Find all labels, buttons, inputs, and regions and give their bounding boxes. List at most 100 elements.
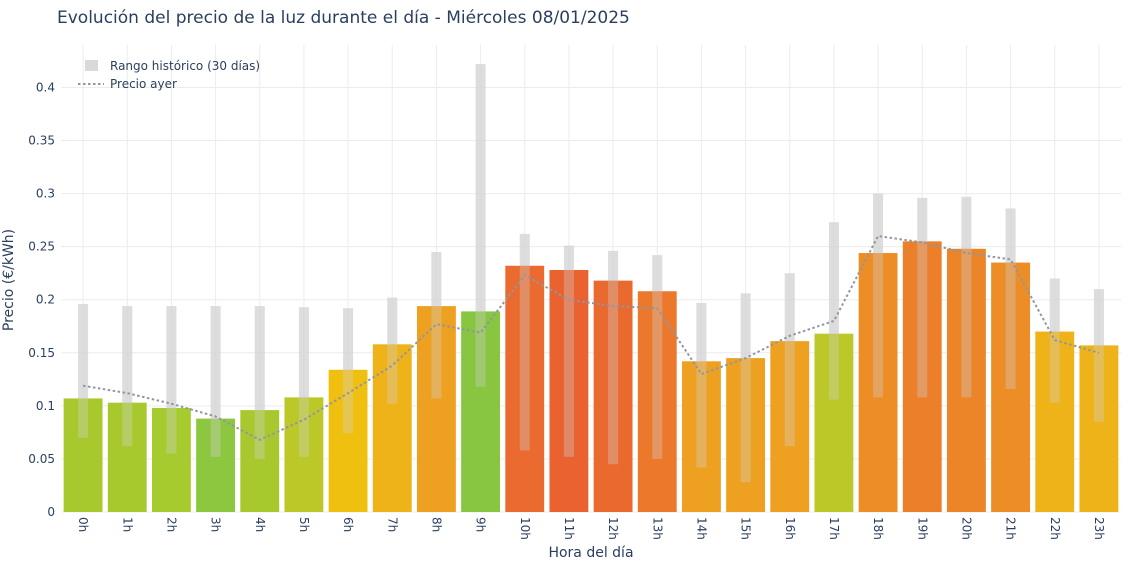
- price-bar: [505, 265, 545, 512]
- range-bar: [254, 306, 265, 459]
- y-axis-label: Precio (€/kWh): [1, 229, 17, 331]
- price-bar: [681, 361, 721, 512]
- range-bar-overlay: [210, 306, 221, 457]
- x-tick-label: 10h: [518, 517, 532, 540]
- range-bar-overlay: [254, 306, 265, 459]
- price-bar: [461, 311, 501, 512]
- range-bar: [475, 64, 486, 387]
- x-tick-label: 20h: [959, 517, 973, 540]
- legend-range-label: Rango histórico (30 días): [110, 59, 260, 73]
- x-tick-label: 17h: [827, 517, 841, 540]
- price-bar: [593, 280, 633, 512]
- yesterday-line: [82, 234, 1100, 441]
- x-tick-label: 12h: [606, 517, 620, 540]
- range-bar-overlay: [917, 197, 928, 398]
- range-bar-overlay: [78, 303, 89, 438]
- range-bar-overlay: [122, 306, 133, 447]
- x-tick-label: 4h: [253, 517, 267, 532]
- price-bars: [63, 64, 1119, 513]
- x-tick-label: 19h: [915, 517, 929, 540]
- price-bar: [151, 407, 191, 512]
- price-bar: [549, 270, 589, 512]
- x-tick-label: 15h: [739, 517, 753, 540]
- price-bar: [902, 241, 942, 512]
- x-tick-label: 1h: [120, 517, 134, 532]
- range-bar-overlay: [961, 196, 972, 398]
- range-bar: [166, 306, 177, 454]
- y-tick-label: 0.1: [36, 399, 55, 413]
- price-bar: [416, 306, 456, 512]
- x-tick-label: 0h: [76, 517, 90, 532]
- price-bar: [770, 341, 810, 512]
- range-bar-overlay: [1005, 208, 1016, 389]
- x-tick-label: 16h: [783, 517, 797, 540]
- x-tick-label: 9h: [474, 517, 488, 532]
- range-bar: [122, 306, 133, 447]
- x-axis-label: Hora del día: [548, 545, 633, 561]
- price-bar: [63, 398, 103, 512]
- price-bar: [858, 253, 898, 512]
- range-bar-overlay: [343, 308, 354, 434]
- legend: Rango histórico (30 días) Precio ayer: [78, 59, 260, 91]
- range-bar-overlay: [784, 273, 795, 447]
- x-tick-label: 3h: [209, 517, 223, 532]
- x-tick-label: 8h: [429, 517, 443, 532]
- x-tick-label: 13h: [650, 517, 664, 540]
- range-bar-overlay: [828, 222, 839, 400]
- range-bar-overlay: [475, 64, 486, 387]
- range-bar-overlay: [740, 293, 751, 483]
- range-bar-overlay: [166, 306, 177, 454]
- x-tick-label: 2h: [164, 517, 178, 532]
- x-tick-label: 21h: [1004, 517, 1018, 540]
- price-bar: [637, 291, 677, 512]
- y-tick-label: 0.4: [36, 80, 55, 94]
- price-bar: [240, 410, 280, 512]
- legend-yesterday-label: Precio ayer: [110, 77, 177, 91]
- y-tick-label: 0.3: [36, 187, 55, 201]
- price-bar: [196, 418, 236, 512]
- price-bar: [107, 402, 147, 512]
- price-bar: [726, 358, 766, 512]
- range-bar-overlay: [608, 250, 619, 465]
- x-tick-label: 6h: [341, 517, 355, 532]
- price-bar: [1079, 345, 1119, 512]
- range-bar: [828, 222, 839, 400]
- range-bar: [210, 306, 221, 457]
- range-bar: [298, 307, 309, 457]
- x-tick-label: 18h: [871, 517, 885, 540]
- y-axis-ticks: 0 0.05 0.1 0.15 0.2 0.25 0.3 0.35 0.4: [28, 80, 55, 519]
- price-bar: [1035, 331, 1075, 512]
- x-tick-label: 7h: [385, 517, 399, 532]
- yesterday-line-group: [82, 234, 1100, 441]
- x-axis-ticks: 0h 1h 2h 3h 4h 5h 6h 7h 8h 9h 10h 11h 12h 13h 14h 15h 16…: [76, 517, 1106, 540]
- y-tick-label: 0.15: [28, 346, 55, 360]
- range-bar-overlay: [696, 302, 707, 468]
- range-bar: [78, 303, 89, 438]
- range-bar-overlay: [387, 297, 398, 404]
- x-tick-label: 5h: [297, 517, 311, 532]
- x-tick-label: 14h: [694, 517, 708, 540]
- y-tick-label: 0.2: [36, 293, 55, 307]
- legend-range-swatch: [85, 60, 98, 71]
- price-bar: [284, 397, 324, 512]
- x-tick-label: 23h: [1092, 517, 1106, 540]
- range-bar-overlay: [298, 307, 309, 457]
- range-bar-overlay: [1093, 289, 1104, 422]
- price-bar: [814, 333, 854, 512]
- price-bar: [991, 262, 1031, 512]
- chart-title: Evolución del precio de la luz durante e…: [57, 8, 630, 28]
- range-bar-overlay: [563, 245, 574, 457]
- y-tick-label: 0.25: [28, 240, 55, 254]
- x-tick-label: 11h: [562, 517, 576, 540]
- price-bar: [372, 344, 412, 512]
- price-bar: [946, 248, 986, 513]
- x-tick-label: 22h: [1048, 517, 1062, 540]
- y-tick-label: 0.35: [28, 134, 55, 148]
- range-bar-overlay: [519, 233, 530, 451]
- range-bar-overlay: [652, 255, 663, 459]
- y-tick-label: 0: [47, 505, 55, 519]
- range-bar-overlay: [873, 193, 884, 398]
- y-tick-label: 0.05: [28, 452, 55, 466]
- range-bar-overlay: [431, 251, 442, 399]
